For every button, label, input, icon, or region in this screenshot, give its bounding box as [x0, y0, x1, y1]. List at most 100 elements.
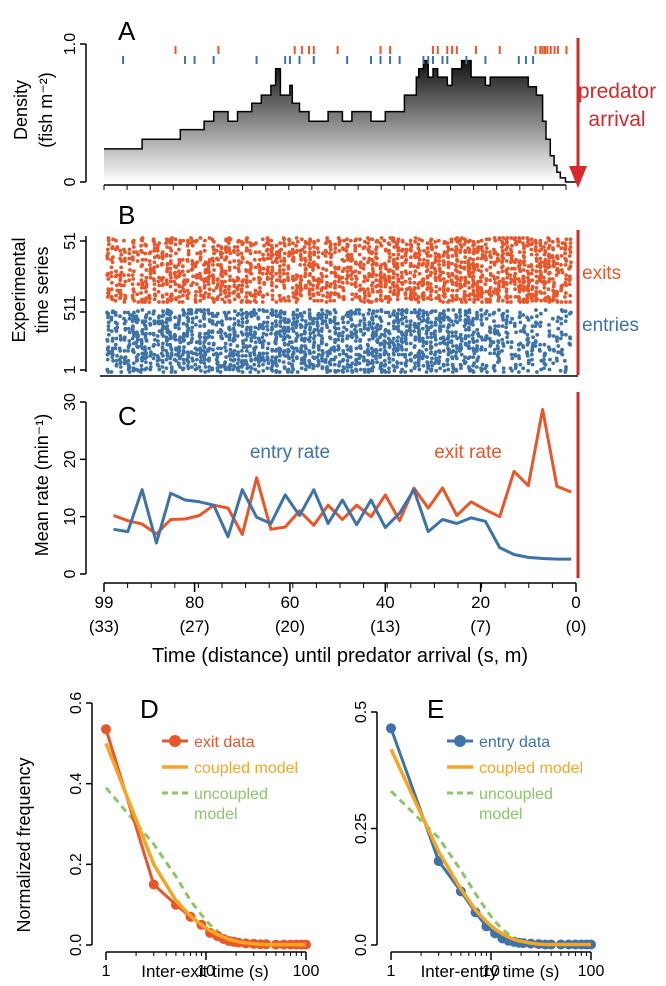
entry-event-dot [417, 367, 422, 372]
entry-event-dot [442, 318, 446, 322]
entry-event-dot [521, 366, 526, 371]
entry-event-dot [105, 357, 110, 362]
entry-event-dot [244, 337, 249, 342]
exit-event-dot [110, 260, 115, 265]
exit-event-dot [325, 291, 330, 295]
exit-event-dot [400, 239, 405, 244]
exit-event-dot [127, 256, 132, 261]
entry-event-dot [413, 325, 418, 330]
entry-event-dot [265, 320, 270, 325]
entry-event-dot [445, 336, 450, 341]
exit-event-dot [216, 257, 221, 262]
entry-event-dot [341, 370, 345, 374]
entry-event-dot [568, 336, 573, 341]
exit-event-dot [249, 293, 254, 298]
exit-event-dot [328, 284, 332, 289]
entry-event-dot [396, 308, 401, 312]
exit-event-dot [386, 300, 391, 304]
entry-event-dot [206, 368, 211, 373]
entry-event-dot [336, 334, 341, 338]
entry-event-dot [446, 308, 451, 312]
entry-event-dot [345, 336, 349, 341]
exit-event-dot [165, 245, 170, 249]
entry-event-dot [538, 324, 543, 328]
entry-event-dot [274, 349, 278, 353]
entry-event-dot [207, 358, 211, 363]
exit-event-dot [198, 289, 202, 294]
entry-event-dot [214, 314, 219, 319]
entry-event-dot [396, 342, 401, 347]
entry-event-dot [286, 370, 290, 374]
exit-event-dot [320, 274, 325, 279]
exit-event-dot [312, 298, 317, 303]
entry-event-dot [118, 361, 123, 366]
entry-event-dot [248, 354, 253, 358]
entry-event-dot [199, 309, 204, 314]
entry-event-dot [143, 367, 147, 372]
exit-event-dot [274, 271, 278, 276]
entry-event-dot [350, 370, 355, 374]
exit-event-dot [479, 295, 484, 299]
exit-event-dot [483, 282, 488, 286]
exit-event-dot [409, 255, 413, 260]
entry-event-dot [261, 368, 266, 373]
exit-event-dot [454, 264, 459, 269]
entry-event-dot [223, 345, 227, 350]
entry-event-dot [521, 345, 526, 350]
exit-event-dot [541, 275, 546, 280]
entry-event-dot [353, 311, 357, 316]
entry-event-dot [302, 331, 307, 336]
exit-event-dot [303, 259, 308, 263]
raster-dots [105, 236, 573, 374]
exit-event-dot [495, 252, 500, 257]
y-tick-label: 0.0 [68, 934, 85, 956]
entry-event-dot [220, 323, 225, 327]
exit-event-dot [563, 263, 568, 267]
exit-event-dot [236, 252, 240, 257]
exit-event-dot [220, 297, 225, 302]
entry-event-dot [361, 313, 366, 317]
exit-event-dot [568, 293, 573, 298]
exit-event-dot [244, 274, 249, 279]
exit-event-dot [504, 282, 509, 286]
exit-event-dot [434, 289, 438, 294]
exit-event-dot [400, 287, 404, 292]
y-tick-label: 10 [62, 508, 79, 526]
entry-event-dot [373, 334, 378, 338]
entry-event-dot [283, 320, 288, 325]
entry-event-dot [416, 363, 421, 368]
exit-event-dot [403, 279, 408, 284]
exit-event-dot [392, 264, 397, 269]
exit-event-dot [363, 275, 367, 280]
exit-event-dot [303, 286, 308, 290]
entry-event-dot [110, 355, 115, 359]
entry-event-dot [354, 368, 359, 373]
entry-event-dot [483, 311, 488, 316]
entry-event-dot [459, 352, 464, 357]
exit-event-dot [340, 269, 345, 274]
exit-event-dot [186, 269, 191, 274]
exit-event-dot [337, 242, 341, 247]
exit-event-dot [547, 271, 551, 276]
exit-event-dot [400, 248, 404, 253]
exit-event-dot [157, 300, 161, 304]
exit-event-dot [416, 242, 421, 247]
exit-event-dot [105, 247, 110, 252]
exit-event-dot [245, 260, 250, 265]
exit-event-dot [345, 265, 350, 270]
entry-event-dot [496, 340, 501, 345]
exit-event-dot [165, 263, 170, 267]
exit-event-dot [144, 289, 149, 294]
exit-event-dot [268, 256, 273, 261]
entry-event-dot [340, 339, 345, 343]
exit-event-dot [529, 247, 534, 252]
exit-event-dot [228, 251, 233, 256]
entry-event-dot [412, 355, 417, 359]
entry-event-dot [277, 358, 282, 363]
exit-event-dot [425, 241, 430, 246]
exit-event-dot [177, 247, 181, 252]
exit-event-dot [554, 293, 559, 298]
entry-event-dot [333, 340, 337, 345]
entry-event-dot [471, 363, 475, 368]
entry-event-dot [341, 330, 345, 335]
